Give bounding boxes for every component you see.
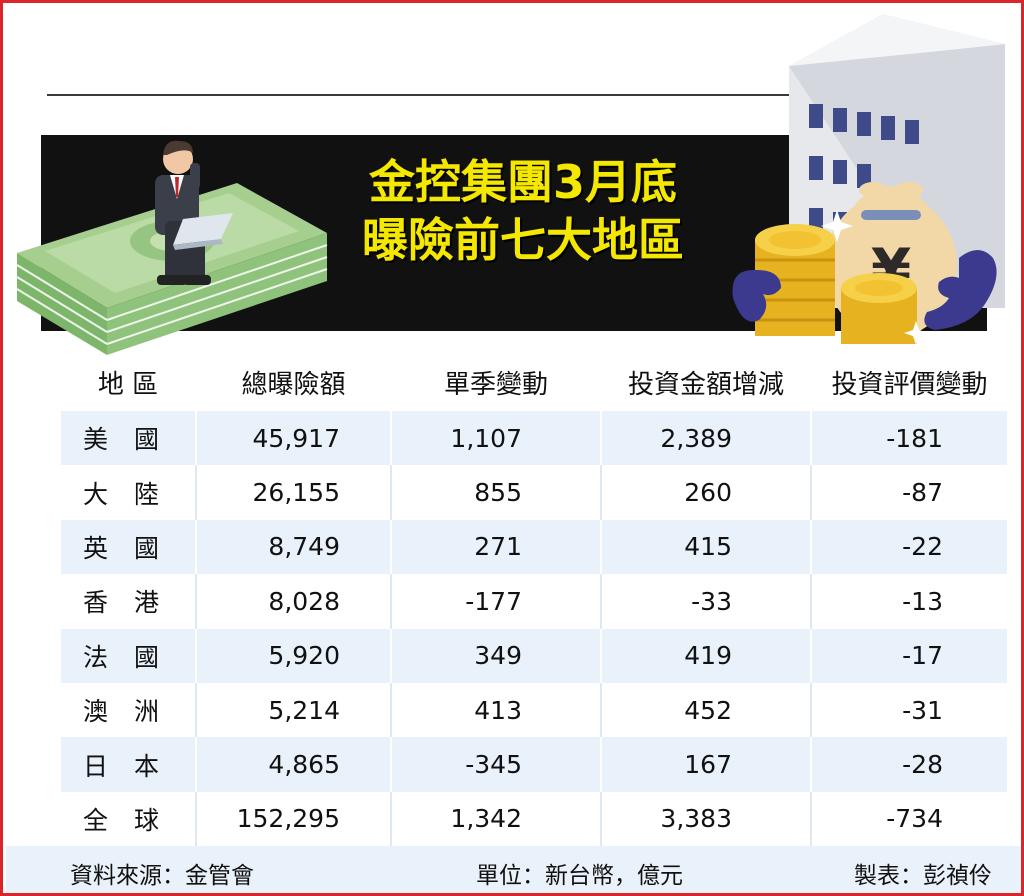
investment-change-cell: -33 [600, 574, 811, 629]
quarter-change-cell: -177 [390, 574, 601, 629]
table-row: 香港 8,028 -177 -33 -13 [61, 574, 1007, 629]
quarter-change-cell: 271 [390, 519, 601, 575]
investment-change-cell: 419 [600, 628, 811, 683]
table-row: 大陸 26,155 855 260 -87 [61, 465, 1007, 520]
table-header-row: 地 區 總曝險額 單季變動 投資金額增減 投資評價變動 [61, 353, 1007, 411]
table-row: 全球 152,295 1,342 3,383 -734 [61, 791, 1007, 847]
quarter-change-cell: 855 [390, 465, 601, 520]
title-line-2: 曝險前七大地區 [362, 213, 684, 267]
unit-note: 單位：新台幣，億元 [476, 863, 683, 889]
total-exposure-cell: 8,028 [195, 574, 391, 629]
footer-bar: 資料來源：金管會 單位：新台幣，億元 製表：彭禎伶 [6, 846, 1021, 893]
gold-coins-icon [755, 210, 928, 345]
region-cell: 英國 [61, 519, 196, 575]
valuation-change-cell: -17 [810, 628, 1007, 683]
table-row: 澳洲 5,214 413 452 -31 [61, 682, 1007, 738]
top-divider-line [47, 94, 807, 96]
total-exposure-cell: 5,920 [195, 628, 391, 683]
column-header-region: 地 區 [97, 369, 159, 400]
region-cell: 美國 [61, 411, 196, 466]
valuation-change-cell: -87 [810, 465, 1007, 520]
column-header-investment-change: 投資金額增減 [600, 353, 811, 411]
source-note: 資料來源：金管會 [70, 863, 254, 889]
businessman-on-cash-illustration [16, 140, 328, 355]
total-exposure-cell: 4,865 [195, 737, 391, 792]
region-cell: 全球 [61, 791, 196, 847]
quarter-change-cell: 413 [390, 682, 601, 738]
maker-note: 製表：彭禎伶 [854, 863, 992, 889]
hands-icon [732, 250, 997, 330]
quarter-change-cell: 1,342 [390, 791, 601, 847]
total-exposure-cell: 8,749 [195, 519, 391, 575]
total-exposure-cell: 26,155 [195, 465, 391, 520]
investment-change-cell: 2,389 [600, 411, 811, 466]
table-row: 法國 5,920 349 419 -17 [61, 628, 1007, 683]
investment-change-cell: 452 [600, 682, 811, 738]
chart-title: 金控集團3月底 曝險前七大地區 [313, 153, 733, 269]
quarter-change-cell: 1,107 [390, 411, 601, 466]
column-header-valuation-change: 投資評價變動 [810, 353, 1007, 411]
investment-change-cell: 260 [600, 465, 811, 520]
total-exposure-cell: 152,295 [195, 791, 391, 847]
quarter-change-cell: -345 [390, 737, 601, 792]
region-cell: 日本 [61, 737, 196, 792]
title-line-1: 金控集團3月底 [368, 155, 677, 209]
valuation-change-cell: -181 [810, 411, 1007, 466]
region-cell: 法國 [61, 628, 196, 683]
region-cell: 大陸 [61, 465, 196, 520]
valuation-change-cell: -28 [810, 737, 1007, 792]
column-header-total-exposure: 總曝險額 [195, 353, 391, 411]
valuation-change-cell: -22 [810, 519, 1007, 575]
quarter-change-cell: 349 [390, 628, 601, 683]
valuation-change-cell: -734 [810, 791, 1007, 847]
table-row: 日本 4,865 -345 167 -28 [61, 737, 1007, 792]
total-exposure-cell: 45,917 [195, 411, 391, 466]
table-row: 美國 45,917 1,107 2,389 -181 [61, 411, 1007, 466]
investment-change-cell: 415 [600, 519, 811, 575]
table-row: 英國 8,749 271 415 -22 [61, 519, 1007, 575]
column-header-quarter-change: 單季變動 [390, 353, 601, 411]
exposure-table: 地 區 總曝險額 單季變動 投資金額增減 投資評價變動 美國 45,917 1,… [61, 353, 1007, 847]
region-cell: 香港 [61, 574, 196, 629]
investment-change-cell: 167 [600, 737, 811, 792]
investment-change-cell: 3,383 [600, 791, 811, 847]
region-cell: 澳洲 [61, 682, 196, 738]
valuation-change-cell: -31 [810, 682, 1007, 738]
businessman-icon [155, 140, 233, 285]
building-coins-moneybag-illustration: ¥ [732, 14, 1005, 345]
total-exposure-cell: 5,214 [195, 682, 391, 738]
valuation-change-cell: -13 [810, 574, 1007, 629]
